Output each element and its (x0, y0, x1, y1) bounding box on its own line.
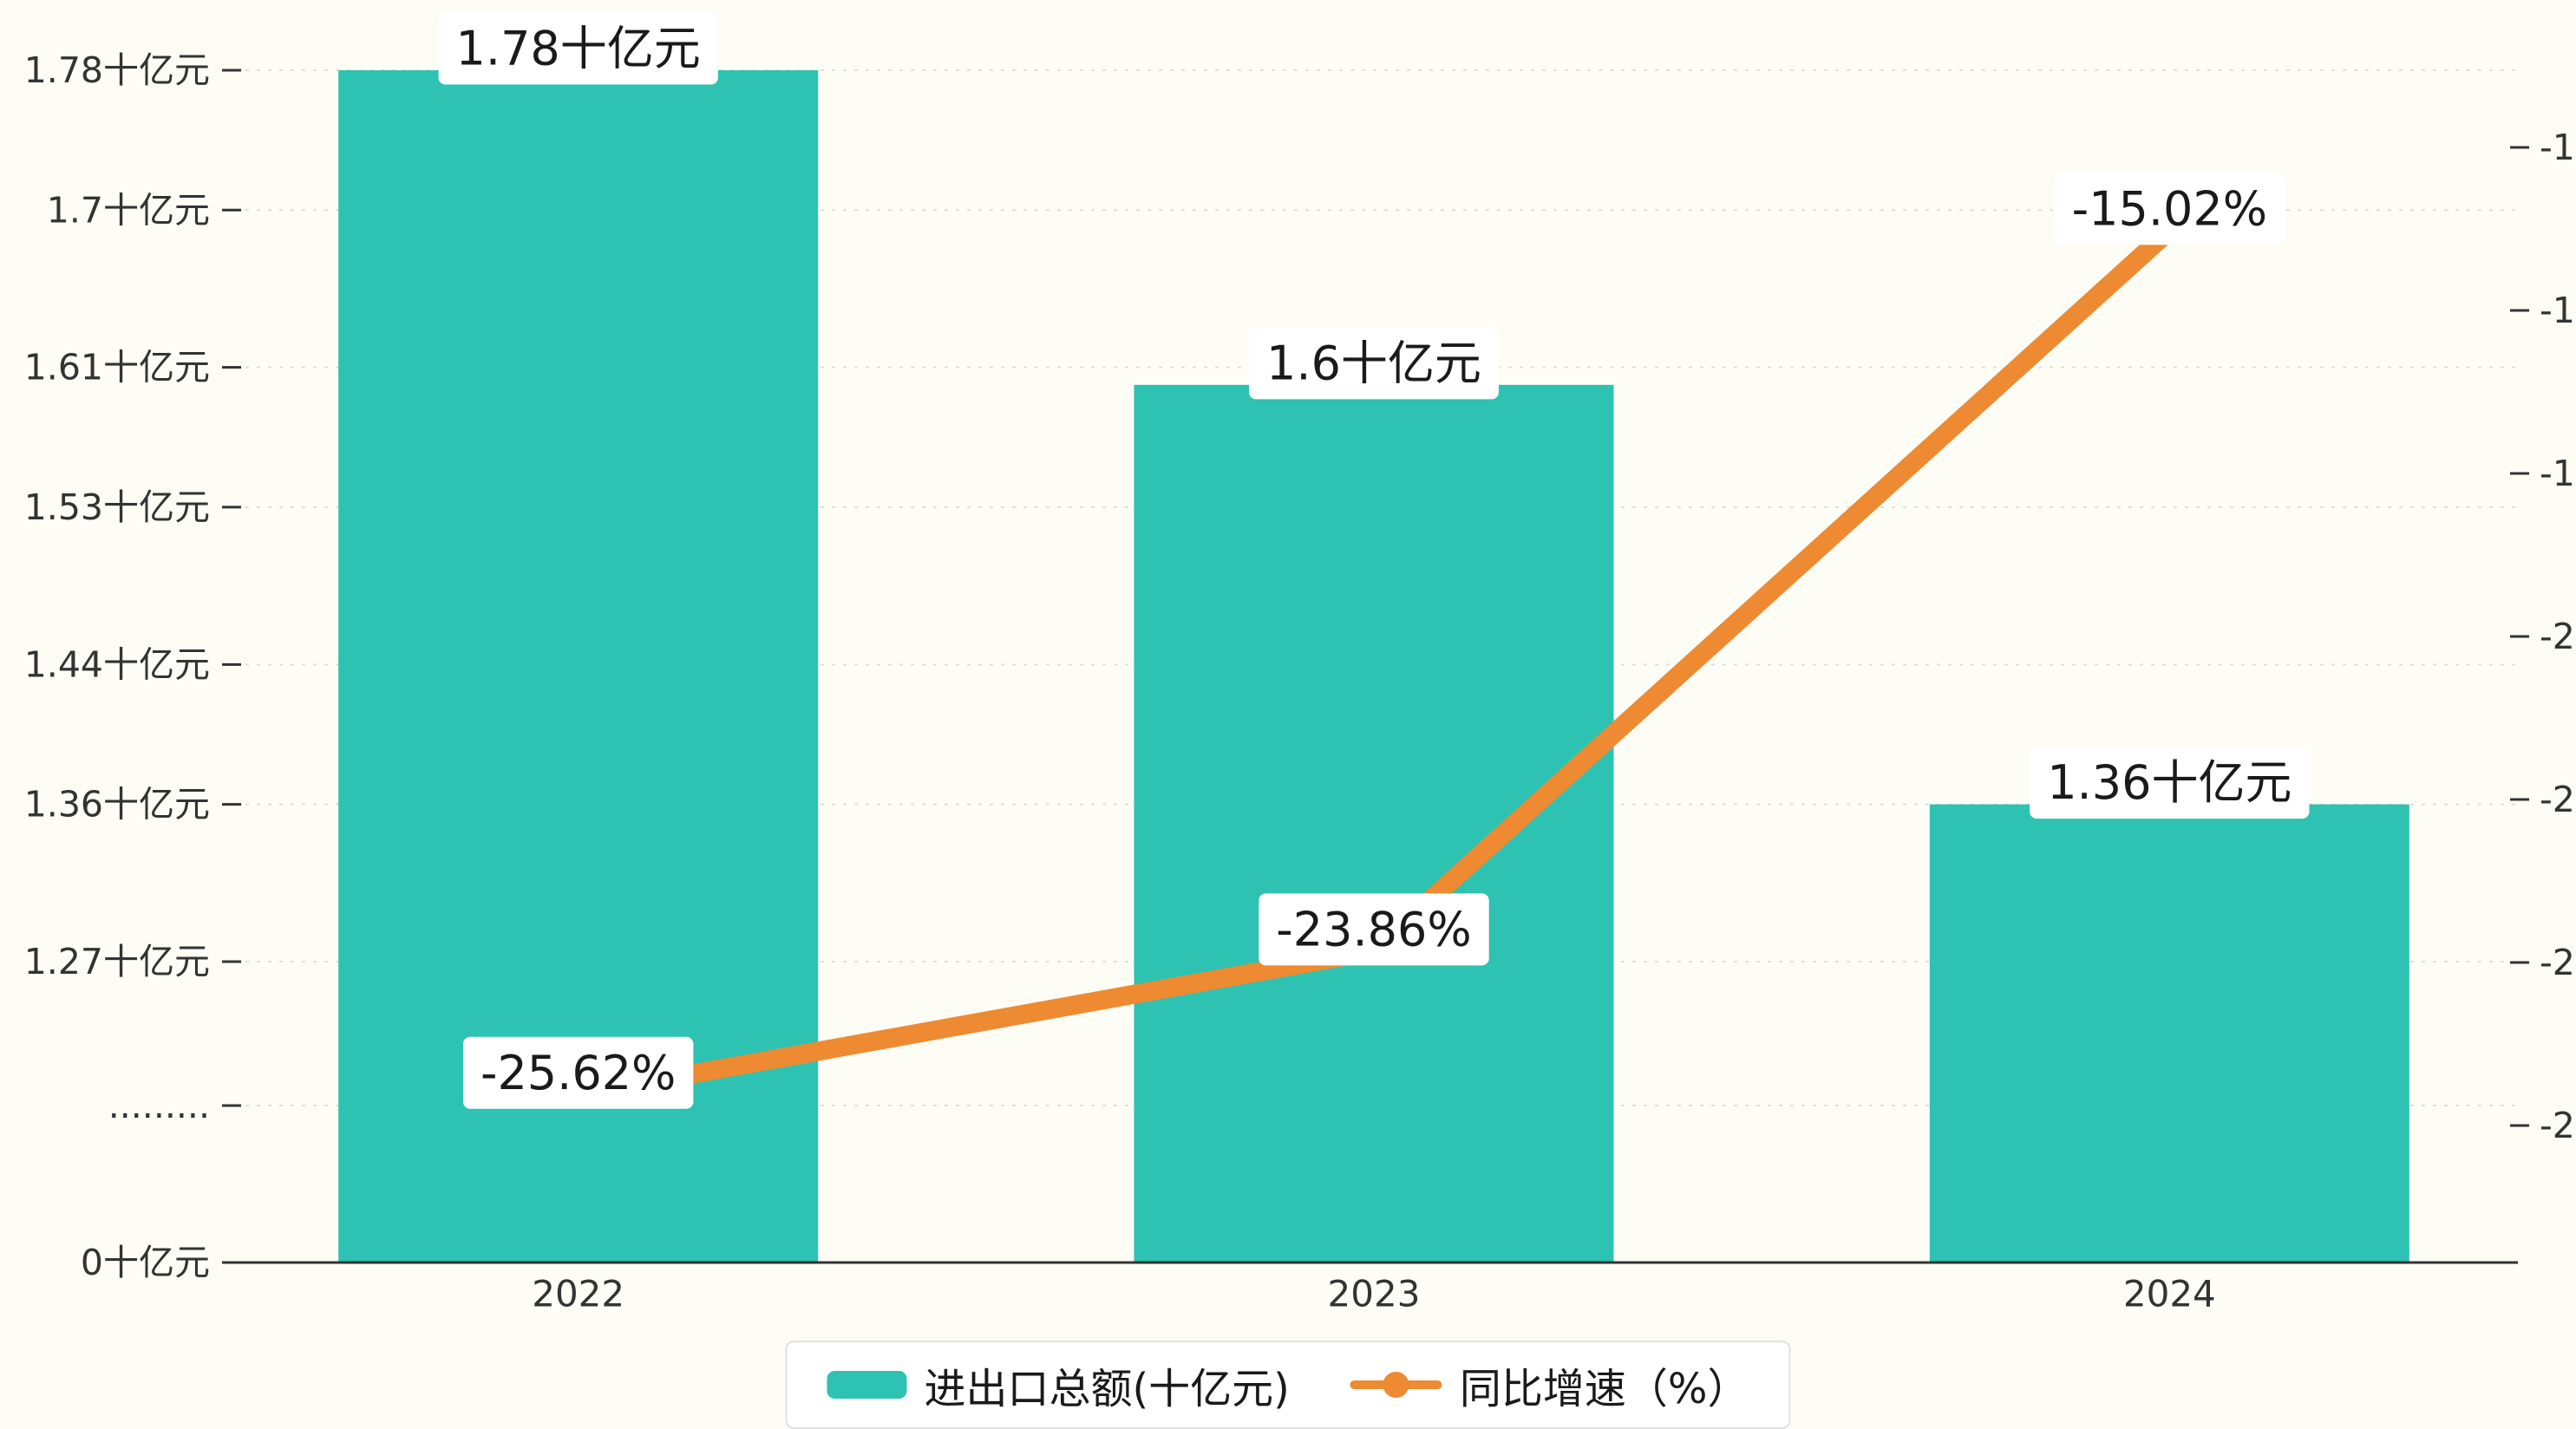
line-value-label-2022-group: -25.62% (462, 1036, 694, 1109)
left-tick-label: 1.36十亿元 (24, 784, 210, 825)
line-value-label-2022: -25.62% (481, 1046, 676, 1100)
x-tick-label-2024: 2024 (2123, 1273, 2216, 1315)
line-value-label-2023-group: -23.86% (1259, 893, 1489, 966)
line-value-label-2022-box (462, 1036, 694, 1109)
right-tick-label: -26 (2540, 1105, 2576, 1146)
bar-value-label-2022: 1.78十亿元 (456, 22, 701, 76)
bar-value-label-2023-group: 1.6十亿元 (1249, 327, 1499, 400)
bar-value-label-2024-box (2030, 747, 2310, 819)
bar-series-legend-label: 进出口总额(十亿元) (924, 1365, 1290, 1413)
left-tick-label: 1.61十亿元 (24, 347, 210, 388)
left-tick-label: 1.53十亿元 (24, 486, 210, 528)
bar-value-label-2024: 1.36十亿元 (2047, 755, 2292, 810)
bar-2023[interactable] (1134, 384, 1614, 1263)
right-tick-label: -24 (2540, 942, 2576, 983)
line-value-label-2024-box (2054, 173, 2285, 245)
legend-item-growth[interactable]: 同比增速（%） (1350, 1354, 1749, 1415)
left-tick-label: 1.7十亿元 (47, 189, 210, 231)
right-tick-label: -18 (2540, 453, 2576, 494)
bar-2024[interactable] (1929, 804, 2409, 1263)
x-axis-labels: 2022 2023 2024 (532, 1273, 2216, 1315)
line-series-marker-icon (1350, 1370, 1442, 1400)
line-value-label-2024-group: -15.02% (2054, 173, 2285, 245)
line-value-label-2023: -23.86% (1276, 902, 1471, 956)
bar-value-label-2024-group: 1.36十亿元 (2030, 747, 2310, 819)
left-tick-label: 1.44十亿元 (24, 643, 210, 685)
left-tick-label: ......... (108, 1085, 210, 1126)
right-axis: -14 -16 -18 -20 -22 -24 -26 (2510, 127, 2576, 1146)
right-tick-label: -14 (2540, 127, 2576, 168)
line-value-label-2023-box (1259, 893, 1489, 966)
left-tick-label: 1.27十亿元 (24, 941, 210, 982)
legend-item-total[interactable]: 进出口总额(十亿元) (827, 1354, 1290, 1415)
bar-series-swatch-icon (827, 1371, 907, 1399)
right-tick-label: -22 (2540, 779, 2576, 820)
line-series-legend-label: 同比增速（%） (1459, 1365, 1749, 1413)
right-tick-label: -20 (2540, 616, 2576, 657)
right-tick-label: -16 (2540, 290, 2576, 331)
bar-value-label-2022-group: 1.78十亿元 (438, 12, 718, 85)
left-tick-label: 1.78十亿元 (24, 49, 210, 91)
bar-value-label-2023: 1.6十亿元 (1266, 336, 1481, 390)
x-tick-label-2023: 2023 (1328, 1273, 1421, 1315)
legend: 进出口总额(十亿元) 同比增速（%） (785, 1341, 1791, 1429)
line-value-label-2024: -15.02% (2072, 181, 2267, 236)
x-tick-label-2022: 2022 (532, 1273, 624, 1315)
bar-value-label-2022-box (438, 12, 718, 85)
left-axis: 1.78十亿元 1.7十亿元 1.61十亿元 1.53十亿元 1.44十亿元 1.36十亿… (24, 49, 241, 1283)
left-tick-label: 0十亿元 (81, 1242, 210, 1283)
bar-value-label-2023-box (1249, 327, 1499, 400)
